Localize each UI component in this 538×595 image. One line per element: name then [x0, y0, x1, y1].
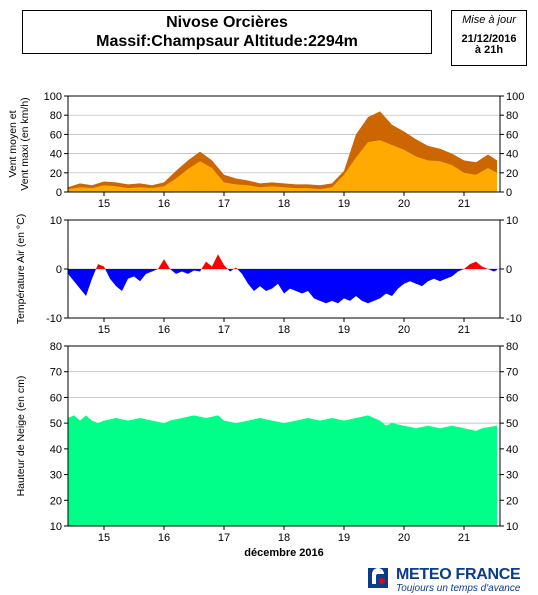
x-tick-label: 19 [338, 532, 350, 544]
logo-tagline: Toujours un temps d'avance [396, 583, 521, 594]
x-tick-label: 15 [98, 324, 110, 336]
update-date: 21/12/2016 [461, 33, 517, 45]
x-tick-label: 20 [398, 324, 410, 336]
y-tick-label-right: 20 [506, 168, 518, 180]
panel-3 [64, 345, 504, 530]
x-tick-label: 19 [338, 324, 350, 336]
x-tick-label: 16 [158, 532, 170, 544]
x-tick-label: 17 [218, 198, 230, 210]
x-tick-label: 16 [158, 324, 170, 336]
y-tick-label-right: 0 [506, 187, 512, 199]
x-tick-label: 19 [338, 198, 350, 210]
y-tick-label-right: 70 [506, 367, 518, 379]
x-tick-label: 21 [458, 532, 470, 544]
wind-mean-area [68, 140, 497, 192]
y-tick-label-left: 40 [50, 149, 62, 161]
y-tick-label-left: 20 [50, 495, 62, 507]
x-tick-label: 15 [98, 198, 110, 210]
update-box: Mise à jour 21/12/2016 à 21h [451, 10, 527, 66]
panel-2 [64, 219, 504, 322]
y-tick-label-right: 80 [506, 110, 518, 122]
y-tick-label-left: 0 [56, 187, 62, 199]
panel-1 [64, 95, 504, 196]
y-tick-label-left: 80 [50, 341, 62, 353]
meteo-france-logo: METEO FRANCE Toujours un temps d'avance [368, 565, 538, 595]
update-time: à 21h [474, 44, 504, 56]
y-tick-label-left: 30 [50, 470, 62, 482]
y-tick-label-right: 10 [506, 215, 518, 227]
y-tick-label-right: -10 [506, 313, 522, 325]
y-tick-label-left: 70 [50, 367, 62, 379]
title-box: Nivose Orcières Massif:Champsaur Altitud… [22, 10, 432, 54]
y-tick-label-right: 10 [506, 521, 518, 533]
meteo-france-logo-icon [368, 568, 388, 588]
y-tick-label-right: 100 [506, 91, 524, 103]
update-label: Mise à jour [462, 14, 516, 26]
y-tick-label-left: 80 [50, 110, 62, 122]
y-axis-label: Hauteur de Neige (en cm) [15, 376, 27, 497]
y-tick-label-right: 40 [506, 149, 518, 161]
y-tick-label-right: 20 [506, 495, 518, 507]
x-tick-label: 18 [278, 532, 290, 544]
y-tick-label-left: 60 [50, 129, 62, 141]
x-tick-label: 18 [278, 198, 290, 210]
x-tick-label: 16 [158, 198, 170, 210]
y-tick-label-right: 0 [506, 264, 512, 276]
y-tick-label-left: 0 [56, 264, 62, 276]
x-tick-label: 15 [98, 532, 110, 544]
x-tick-label: 20 [398, 198, 410, 210]
y-tick-label-right: 30 [506, 470, 518, 482]
y-tick-label-right: 80 [506, 341, 518, 353]
x-axis-label: décembre 2016 [244, 547, 324, 559]
logo-name: METEO FRANCE [396, 566, 521, 583]
temp-negative-area [68, 269, 497, 304]
x-tick-label: 21 [458, 324, 470, 336]
y-tick-label-right: 60 [506, 129, 518, 141]
y-tick-label-left: 100 [44, 91, 62, 103]
x-tick-label: 17 [218, 324, 230, 336]
y-axis-label: Vent moyen et [7, 110, 19, 177]
y-tick-label-left: 40 [50, 444, 62, 456]
y-tick-label-left: 10 [50, 521, 62, 533]
y-tick-label-right: 50 [506, 418, 518, 430]
y-axis-label: Vent maxi (en km/h) [19, 97, 31, 190]
x-tick-label: 18 [278, 324, 290, 336]
station-subtitle: Massif:Champsaur Altitude:2294m [96, 33, 358, 50]
y-axis-label: Température Air (en °C) [15, 214, 27, 324]
y-tick-label-left: 60 [50, 392, 62, 404]
y-tick-label-left: -10 [46, 313, 62, 325]
y-tick-label-right: 40 [506, 444, 518, 456]
x-tick-label: 21 [458, 198, 470, 210]
y-tick-label-right: 60 [506, 392, 518, 404]
x-tick-label: 20 [398, 532, 410, 544]
y-tick-label-left: 10 [50, 215, 62, 227]
station-title: Nivose Orcières [166, 14, 288, 31]
snow-depth-area [68, 415, 497, 526]
y-tick-label-left: 20 [50, 168, 62, 180]
x-tick-label: 17 [218, 532, 230, 544]
y-tick-label-left: 50 [50, 418, 62, 430]
